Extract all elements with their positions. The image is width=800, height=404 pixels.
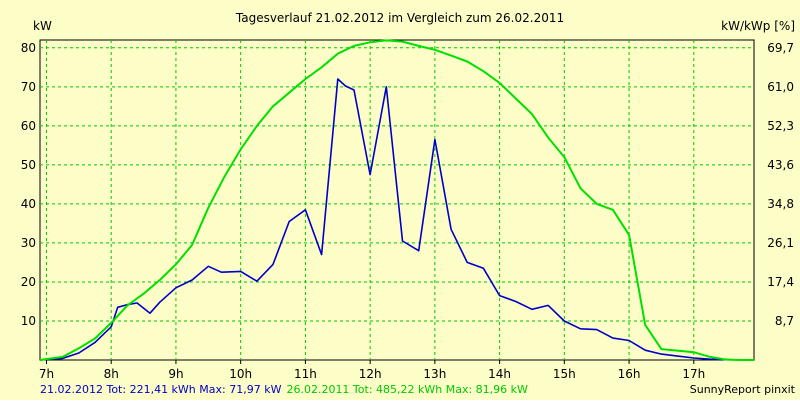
y-tick-label-left: 30 (21, 236, 36, 250)
y-tick-label-right: 52,3 (767, 119, 794, 133)
y-tick-label-right: 69,7 (767, 41, 794, 55)
y-tick-label-left: 20 (21, 275, 36, 289)
y-tick-label-right: 26,1 (767, 236, 794, 250)
y-tick-label-right: 34,8 (767, 197, 794, 211)
series-layer (39, 39, 754, 361)
y-tick-label-right: 61,0 (767, 80, 794, 94)
x-tick-label: 13h (423, 367, 446, 381)
x-tick-label: 16h (618, 367, 641, 381)
x-tick-label: 17h (682, 367, 705, 381)
plot-area (39, 39, 755, 361)
y-tick-label-left: 40 (21, 197, 36, 211)
y-tick-label-right: 17,4 (767, 275, 794, 289)
x-tick-label: 14h (488, 367, 511, 381)
x-tick-label: 7h (39, 367, 54, 381)
series-line-1 (39, 78, 754, 361)
right-axis-unit: kW/kWp [%] (721, 19, 795, 33)
y-tick-label-left: 10 (21, 314, 36, 328)
footer-summaries: 21.02.2012 Tot: 221,41 kWh Max: 71,97 kW… (40, 383, 528, 396)
x-tick-label: 11h (294, 367, 317, 381)
grid-lines (40, 40, 754, 360)
y-tick-label-left: 60 (21, 119, 36, 133)
y-tick-label-left: 70 (21, 80, 36, 94)
x-tick-label: 9h (168, 367, 183, 381)
x-tick-label: 10h (229, 367, 252, 381)
chart-title: Tagesverlauf 21.02.2012 im Vergleich zum… (235, 11, 564, 25)
y-tick-label-left: 50 (21, 158, 36, 172)
x-tick-label: 15h (553, 367, 576, 381)
series2-summary: 26.02.2011 Tot: 485,22 kWh Max: 81,96 kW (286, 383, 528, 396)
x-tick-label: 12h (359, 367, 382, 381)
y-tick-label-right: 43,6 (767, 158, 794, 172)
footer-credit: SunnyReport pinxit (690, 383, 796, 396)
series1-summary: 21.02.2012 Tot: 221,41 kWh Max: 71,97 kW (40, 383, 282, 396)
y-tick-label-right: 8,7 (775, 314, 794, 328)
series-line-2 (39, 39, 754, 361)
y-tick-label-left: 80 (21, 41, 36, 55)
x-tick-label: 8h (104, 367, 119, 381)
left-axis-unit: kW (33, 19, 52, 33)
axis-labels: 7h 8h 9h 10h 11h 12h 13h 14h 15h 16h 17h 10 8,7 20 17,… (21, 41, 794, 381)
